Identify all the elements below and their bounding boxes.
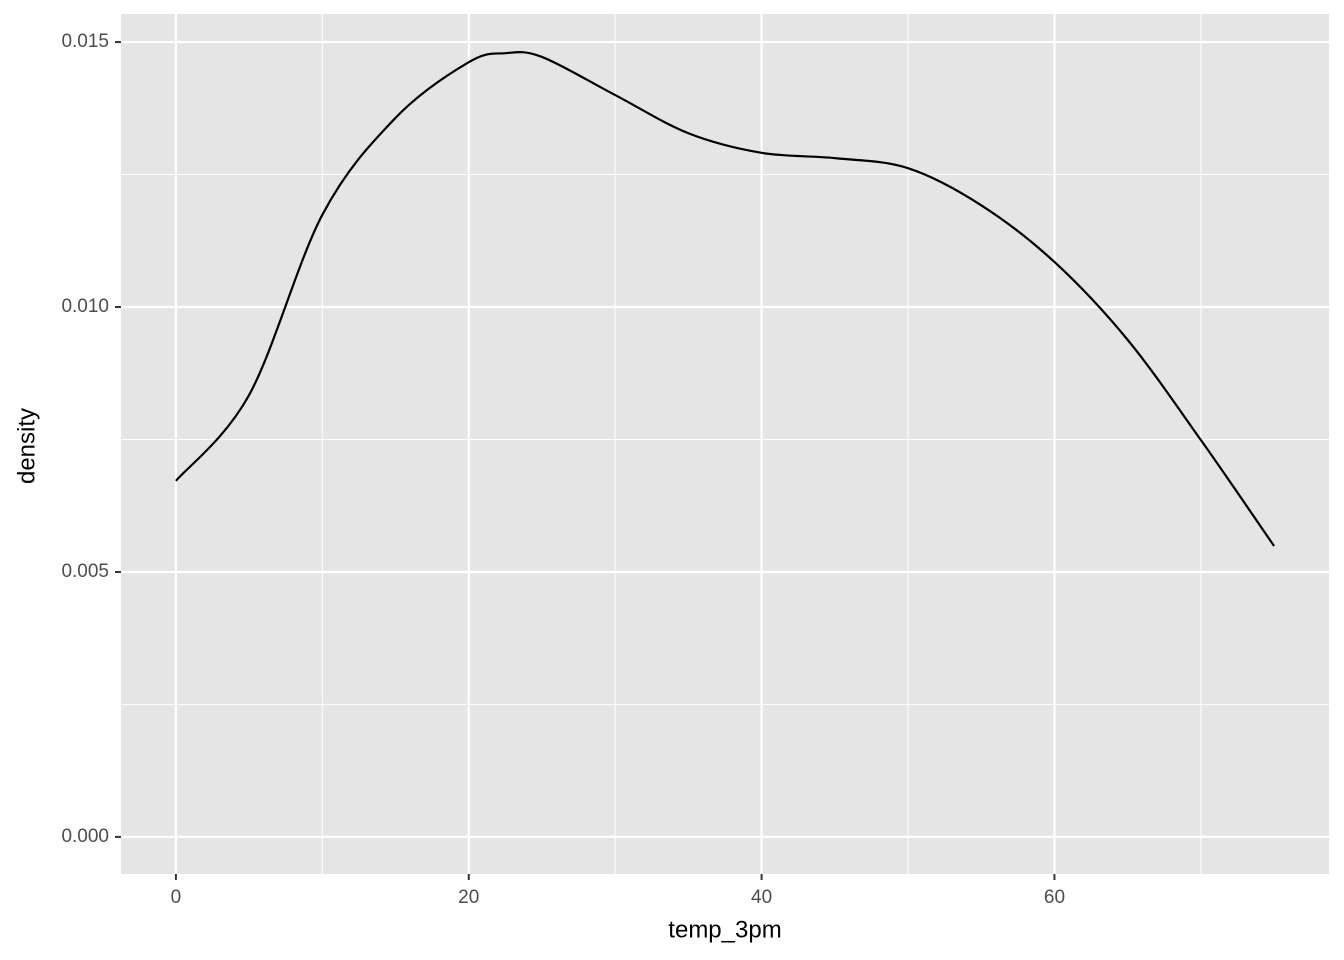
y-tick-label: 0.015 [61,31,109,52]
y-tick-label: 0.010 [61,296,109,317]
x-tick-label: 40 [751,887,772,908]
panel [121,14,1329,874]
y-tick-label: 0.005 [61,561,109,582]
x-axis-title: temp_3pm [668,916,781,943]
y-axis-title: density [13,408,40,484]
x-tick-label: 20 [458,887,479,908]
x-tick-label: 0 [171,887,182,908]
x-tick-label: 60 [1044,887,1065,908]
density-line [175,51,1275,547]
y-tick-label: 0.000 [61,826,109,847]
